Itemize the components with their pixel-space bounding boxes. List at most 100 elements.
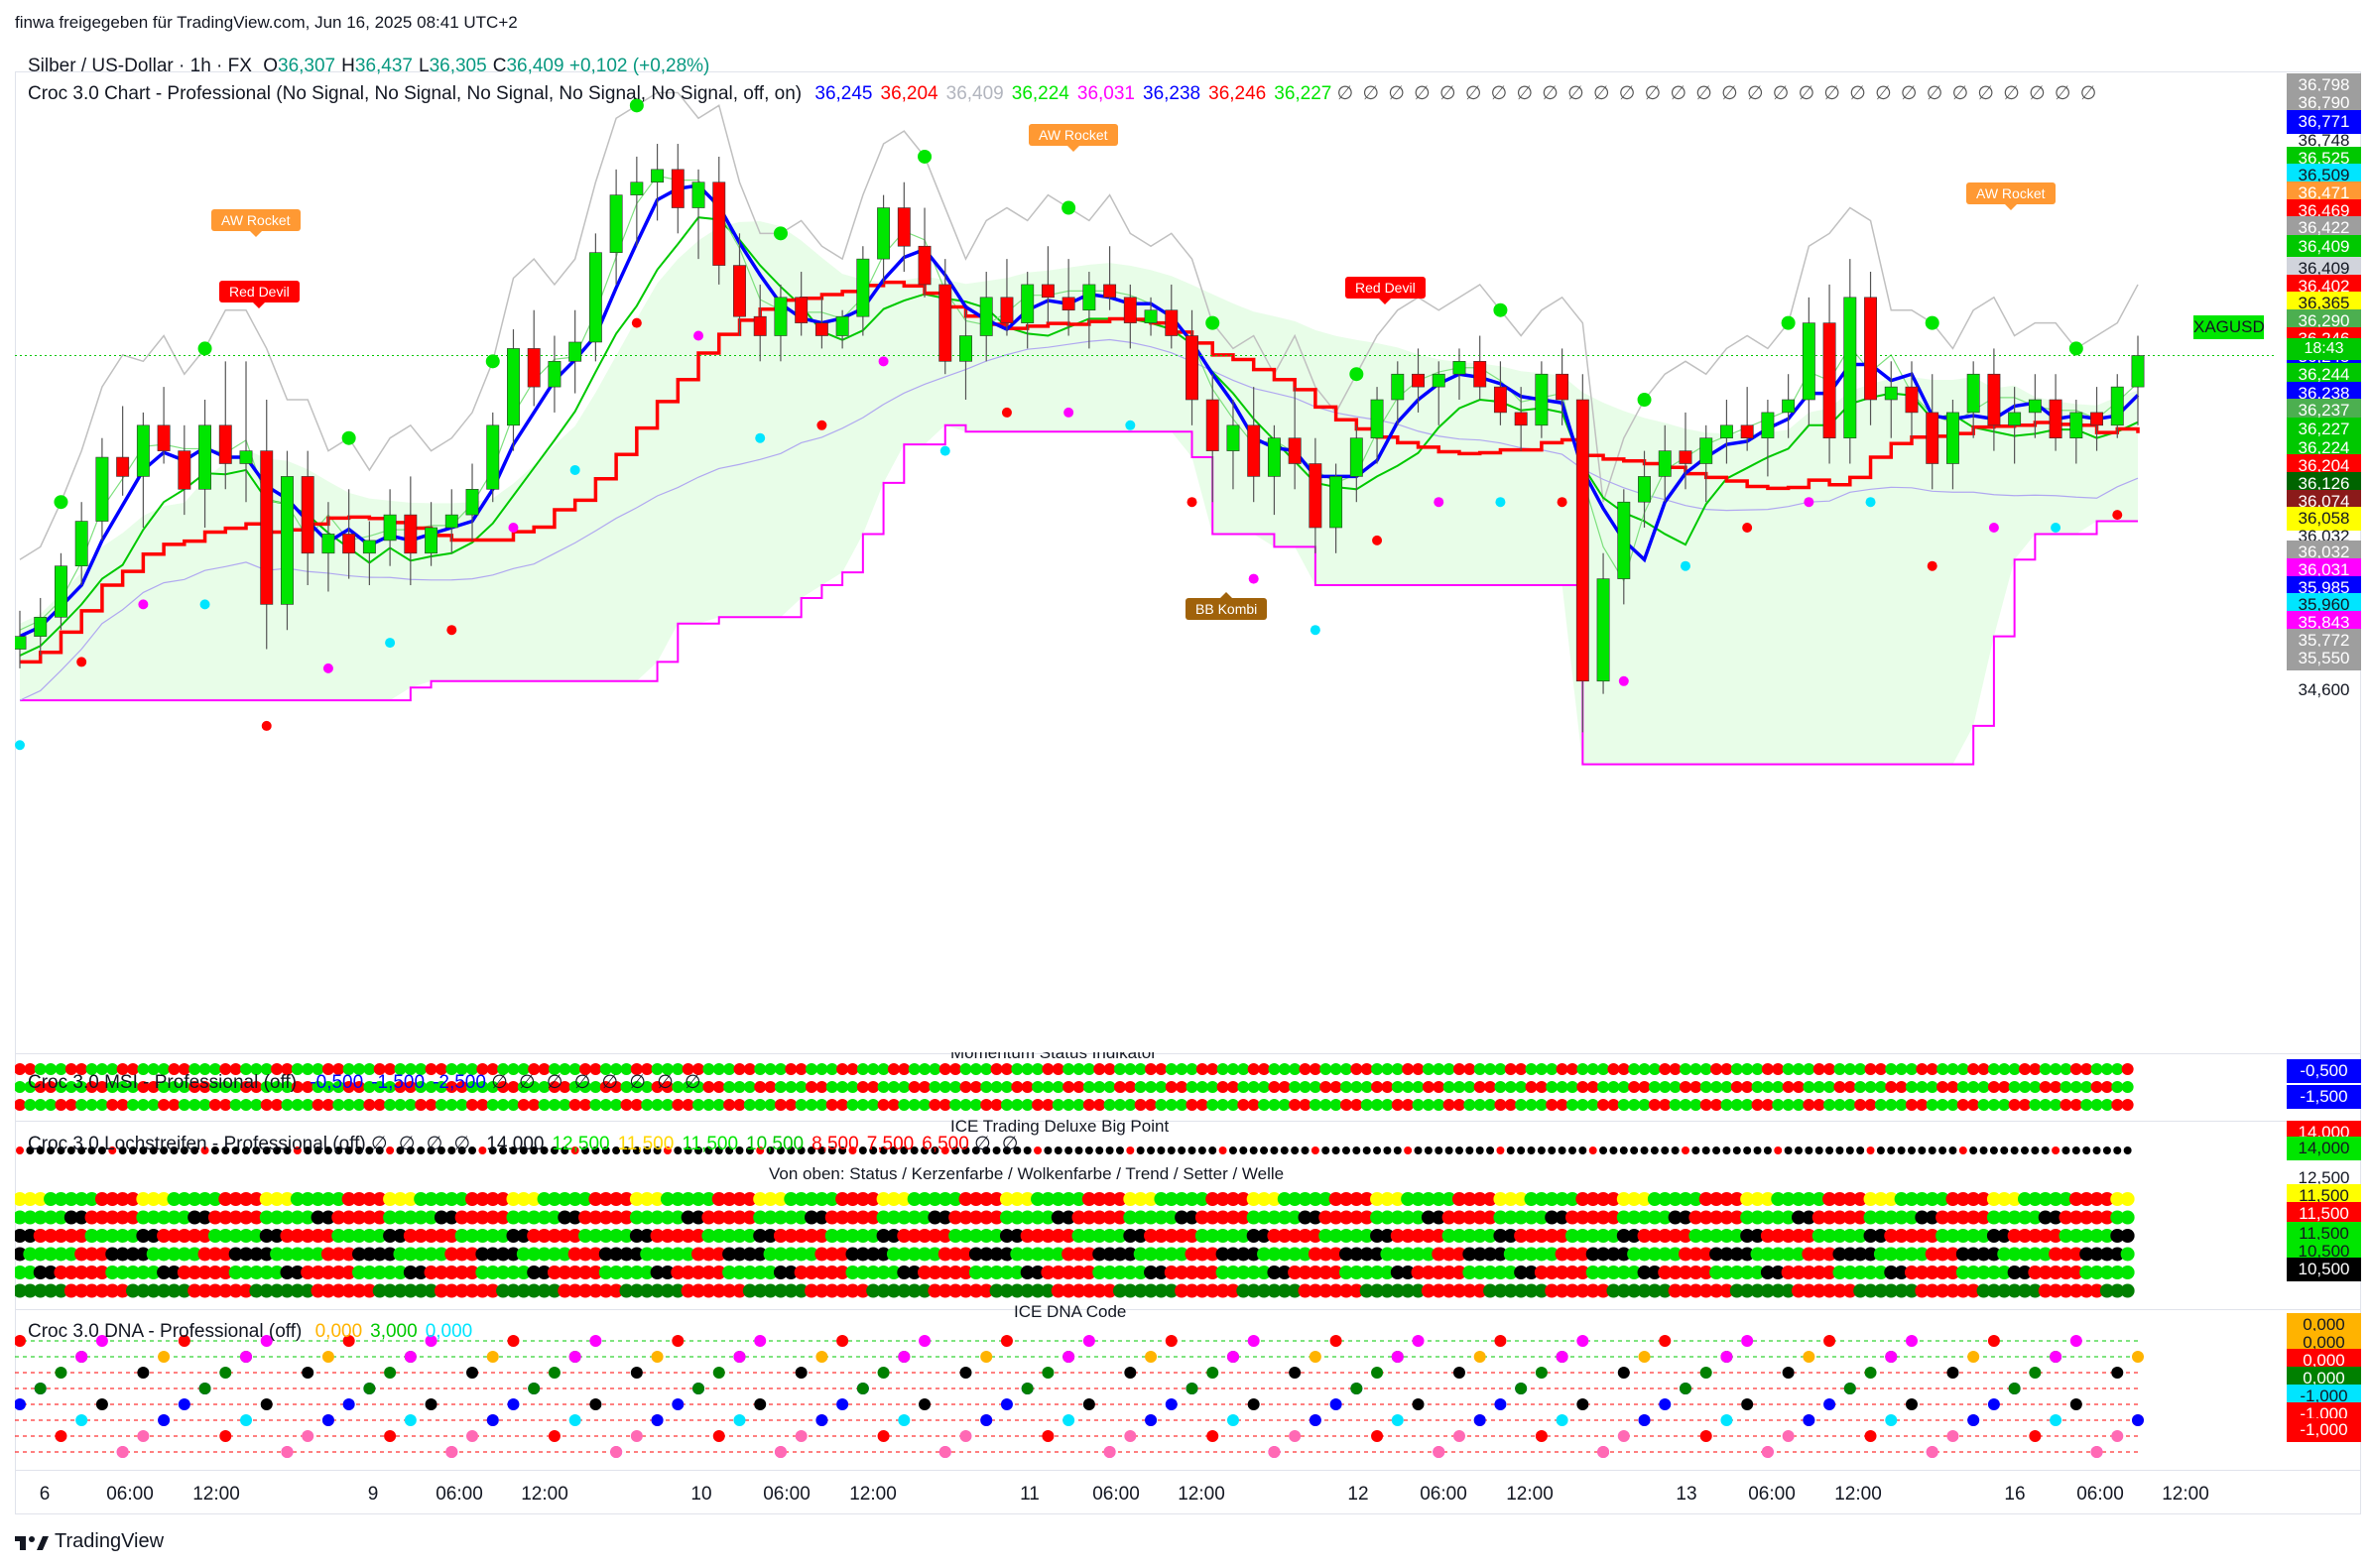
dna-dot xyxy=(2111,1367,2124,1379)
symbol-legend[interactable]: Silber / US-Dollar · 1h · FX O36,307 H36,… xyxy=(28,56,709,77)
lochstreifen-dot xyxy=(928,1247,942,1262)
lochstreifen-dot xyxy=(1061,1192,1076,1206)
lochstreifen-axis[interactable]: 14,000 14,000 12,500 11,500 11,500 11,500 10,5… xyxy=(2282,1121,2361,1309)
indicator-legend[interactable]: Croc 3.0 Chart - Professional (No Signal… xyxy=(28,82,2098,105)
signal-dot xyxy=(341,430,356,445)
red-devil-marker[interactable]: Red Devil xyxy=(1345,277,1426,304)
candle-body xyxy=(979,297,993,336)
lochstreifen-dot xyxy=(1524,1283,1539,1298)
dna-dot xyxy=(75,1414,88,1426)
lochstreifen-dot xyxy=(1197,1146,1206,1154)
msi-dot xyxy=(2080,1099,2093,1111)
bb-kombi-marker[interactable]: BB Kombi xyxy=(1186,592,1268,620)
lochstreifen-dot xyxy=(931,1146,939,1154)
lochstreifen-dot xyxy=(1575,1229,1590,1243)
msi-dot xyxy=(75,1099,88,1111)
lochstreifen-dot xyxy=(591,1146,600,1154)
lochstreifen-dot xyxy=(105,1229,120,1243)
msi-dot xyxy=(2100,1081,2113,1093)
lochstreifen-dot xyxy=(1102,1247,1117,1262)
lochstreifen-dot xyxy=(280,1247,295,1262)
lochstreifen-dot xyxy=(1811,1247,1826,1262)
candle xyxy=(712,156,726,285)
lochstreifen-dot xyxy=(1555,1283,1569,1298)
lochstreifen-dot xyxy=(1524,1266,1539,1279)
lochstreifen-dot xyxy=(824,1247,839,1262)
lochstreifen-value: 6,500 xyxy=(922,1134,969,1154)
lochstreifen-dot xyxy=(1842,1266,1857,1279)
lochstreifen-dot xyxy=(1328,1192,1343,1206)
dna-pane[interactable] xyxy=(15,1311,2282,1470)
candle xyxy=(178,424,191,516)
dna-dot xyxy=(980,1414,993,1426)
msi-dot xyxy=(1289,1099,1302,1111)
lochstreifen-dot xyxy=(537,1266,552,1279)
msi-dot xyxy=(1864,1063,1877,1075)
msi-dot xyxy=(1803,1063,1815,1075)
aw-rocket-marker[interactable]: AW Rocket xyxy=(1966,182,2056,210)
lochstreifen-dot xyxy=(1640,1146,1649,1154)
lochstreifen-dot xyxy=(1164,1210,1179,1225)
msi-dot xyxy=(1854,1099,1867,1111)
lochstreifen-dot xyxy=(1308,1192,1322,1206)
msi-dot xyxy=(1576,1063,1589,1075)
lochstreifen-dot xyxy=(632,1146,641,1154)
lochstreifen-dot xyxy=(1451,1192,1466,1206)
lochstreifen-legend[interactable]: Croc 3.0 Lochstreifen - Professional (of… xyxy=(28,1133,1021,1155)
msi-dot xyxy=(1967,1081,1980,1093)
msi-axis[interactable]: -0,500 -1,500 xyxy=(2282,1057,2361,1117)
dna-dot xyxy=(158,1351,171,1363)
dna-dot xyxy=(1720,1351,1733,1363)
msi-dot xyxy=(1452,1063,1465,1075)
lochstreifen-dot xyxy=(1729,1229,1744,1243)
lochstreifen-dot xyxy=(2017,1192,2032,1206)
lochstreifen-dot xyxy=(1856,1146,1865,1154)
dna-legend[interactable]: Croc 3.0 DNA - Professional (off) 0,000 3… xyxy=(28,1321,472,1343)
candle-body xyxy=(425,527,438,554)
lochstreifen-dot xyxy=(1349,1247,1364,1262)
lochstreifen-dot xyxy=(1719,1192,1734,1206)
lochstreifen-dot xyxy=(1966,1210,1981,1225)
price-axis[interactable]: 36,798 36,790 36,771 36,748 36,525 36,509 36,4… xyxy=(2282,71,2361,1063)
lochstreifen-dot xyxy=(1925,1192,1939,1206)
lochstreifen-dot xyxy=(722,1266,737,1279)
msi-legend[interactable]: Croc 3.0 MSI - Professional (off) -0,500… xyxy=(28,1071,704,1094)
lochstreifen-dot xyxy=(1585,1266,1600,1279)
red-devil-marker[interactable]: Red Devil xyxy=(219,281,300,308)
lochstreifen-dot xyxy=(105,1283,120,1298)
signal-dot xyxy=(1781,315,1796,330)
aw-rocket-marker[interactable]: AW Rocket xyxy=(1029,124,1118,152)
lochstreifen-dot xyxy=(1298,1266,1312,1279)
pane-divider[interactable] xyxy=(15,1309,2361,1310)
lochstreifen-pane[interactable] xyxy=(15,1123,2282,1309)
candle-body xyxy=(301,476,314,554)
msi-dot xyxy=(1730,1063,1743,1075)
dna-dot xyxy=(425,1398,437,1410)
candle-body xyxy=(835,315,849,336)
lochstreifen-dot xyxy=(1451,1229,1466,1243)
dna-dot xyxy=(15,1398,26,1410)
dna-axis[interactable]: 0,000 0,000 0,000 0,000 -1,000 -1,000 -1,000 xyxy=(2282,1307,2361,1472)
lochstreifen-dot xyxy=(454,1266,469,1279)
lochstreifen-dot xyxy=(105,1210,120,1225)
msi-dot xyxy=(1751,1081,1764,1093)
msi-dot xyxy=(1823,1063,1836,1075)
msi-dot xyxy=(1319,1081,1332,1093)
pane-divider[interactable] xyxy=(15,1121,2361,1122)
lochstreifen-dot xyxy=(2041,1146,2050,1154)
lochstreifen-dot xyxy=(2110,1247,2125,1262)
msi-dot xyxy=(455,1063,468,1075)
lochstreifen-dot xyxy=(1637,1266,1652,1279)
pane-divider[interactable] xyxy=(15,1053,2361,1054)
lochstreifen-dot xyxy=(2110,1283,2125,1298)
msi-dot xyxy=(168,1081,181,1093)
lochstreifen-dot xyxy=(386,1146,395,1154)
lochstreifen-dot xyxy=(454,1192,469,1206)
main-price-pane[interactable] xyxy=(15,71,2282,1053)
msi-pane[interactable] xyxy=(15,1055,2282,1121)
tradingview-brand[interactable]: TradingView xyxy=(15,1530,164,1553)
aw-rocket-marker[interactable]: AW Rocket xyxy=(211,209,301,237)
candle-body xyxy=(1267,437,1281,477)
lochstreifen-dot xyxy=(2007,1266,2022,1279)
signal-dot xyxy=(199,599,210,610)
